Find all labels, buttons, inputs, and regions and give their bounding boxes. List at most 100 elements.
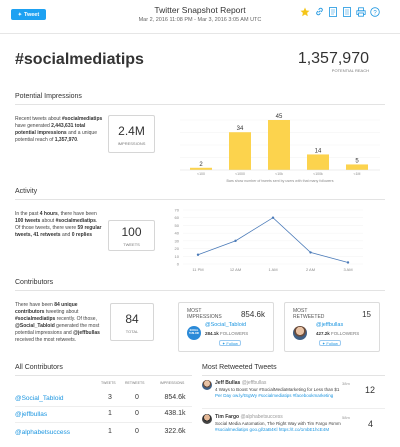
x-tick-label: 3 AM <box>343 267 352 272</box>
text-segment: have generated <box>15 123 52 129</box>
bar <box>190 167 212 170</box>
avatar[interactable] <box>293 326 307 340</box>
link-icon[interactable] <box>314 6 324 17</box>
report-header: ✦ Tweet Twitter Snapshot Report Mar 2, 2… <box>0 0 400 34</box>
retweeted-tweet[interactable]: Tim Fargo @alphabetsuccess 58m Social Me… <box>202 413 382 445</box>
help-icon[interactable]: ? <box>370 6 380 17</box>
contributors-value: 84 <box>125 312 139 326</box>
bar-category-label: <1000 <box>235 172 245 176</box>
x-tick-label: 11 PM <box>192 267 203 272</box>
text-hours: 4 hours <box>39 211 58 217</box>
most-impressions-card: MOST IMPRESSIONS 854.6k SOCIAL TABLOID @… <box>178 302 274 352</box>
data-point <box>196 253 200 256</box>
contributor-retweets: 0 <box>135 428 139 435</box>
tweet-line: 4 Ways to Boost Your #SocialMediaMarketi… <box>215 387 340 392</box>
followers-count: 427.2k <box>316 331 330 336</box>
y-tick-label: 70 <box>175 208 180 213</box>
contributor-impressions: 438.1k <box>164 410 186 417</box>
card-followers: 284.1k FOLLOWERS <box>205 331 248 336</box>
y-tick-label: 0 <box>177 262 180 267</box>
contributors-section-title: Contributors <box>15 279 54 286</box>
contributor-handle[interactable]: @jeffbullas <box>15 411 48 418</box>
tweet-author: Tim Fargo @alphabetsuccess <box>215 414 283 420</box>
tweet-text: Social Media Automation, The Right Way w… <box>215 421 365 433</box>
followers-count: 284.1k <box>205 331 219 336</box>
text-segment: In the past <box>15 211 40 217</box>
twitter-bird-icon: ✦ <box>17 11 22 18</box>
text-segment: received the most retweets. <box>15 337 77 343</box>
most-retweeted-divider <box>202 375 385 376</box>
retweet-count: 12 <box>365 385 376 395</box>
contributors-metric: 84 TOTAL <box>110 303 154 341</box>
activity-description: In the past 4 hours, there have been 100… <box>15 211 103 239</box>
card-followers: 427.2k FOLLOWERS <box>316 331 359 336</box>
text-hashtag: #socialmediatips <box>15 316 56 322</box>
row-divider <box>15 406 192 407</box>
card-label: MOST RETWEETED <box>293 308 333 320</box>
tweets-metric: 100 TWEETS <box>108 220 155 251</box>
retweet-count: 4 <box>368 419 374 429</box>
most-retweeted-card: MOST RETWEETED 15 @jeffbullas 427.2k FOL… <box>284 302 380 352</box>
y-tick-label: 10 <box>175 254 180 259</box>
text-hashtag: #socialmediatips <box>55 218 96 224</box>
y-tick-label: 40 <box>175 231 180 236</box>
column-retweets: RETWEETS <box>125 381 145 385</box>
header-toolbar: ? <box>300 6 380 17</box>
all-contributors-divider <box>15 375 192 376</box>
doc-icon[interactable] <box>342 6 352 17</box>
text-segment: , there have been <box>57 211 97 217</box>
column-impressions: IMPRESSIONS <box>160 381 185 385</box>
star-icon[interactable] <box>300 6 310 17</box>
avatar-text: SOCIAL TABLOID <box>188 330 200 335</box>
impressions-value: 2.4M <box>118 124 145 138</box>
text-segment: . Of those tweets, there were <box>15 218 98 231</box>
follow-button[interactable]: ✦ Follow <box>219 340 241 346</box>
x-tick-label: 2 AM <box>306 267 315 272</box>
activity-section-title: Activity <box>15 188 38 195</box>
contributors-label: TOTAL <box>125 329 139 334</box>
pdf-icon[interactable] <box>328 6 338 17</box>
tweet-line: #socialmediatips goo.gl/2aB4Kl https://t… <box>215 427 330 432</box>
tweet-button[interactable]: ✦ Tweet <box>11 9 46 20</box>
impressions-metric: 2.4M IMPRESSIONS <box>108 115 155 153</box>
contributor-handle[interactable]: @Social_Tabloid <box>15 395 64 402</box>
svg-text:?: ? <box>373 10 377 16</box>
text-segment: recently. Of those, <box>55 316 97 322</box>
text-segment: about <box>40 218 56 224</box>
bar-value-label: 5 <box>355 158 359 164</box>
author-handle: @jeffbullas <box>241 380 267 386</box>
data-point <box>309 251 312 254</box>
activity-divider <box>15 199 385 200</box>
follow-button[interactable]: ✦ Follow <box>319 340 341 346</box>
y-tick-label: 50 <box>175 223 180 228</box>
avatar[interactable]: SOCIAL TABLOID <box>187 326 201 340</box>
row-divider <box>202 408 385 409</box>
contributors-description: There have been 84 unique contributors t… <box>15 302 103 344</box>
avatar[interactable] <box>202 380 212 390</box>
bar-category-label: <1M <box>354 172 361 176</box>
reach-label: POTENTIAL REACH <box>331 68 369 73</box>
avatar[interactable] <box>202 414 212 424</box>
print-icon[interactable] <box>356 6 366 17</box>
follow-label: Follow <box>226 340 238 346</box>
card-handle[interactable]: @jeffbullas <box>316 322 344 328</box>
text-tweets: 100 tweets <box>15 218 41 224</box>
impressions-description: Recent tweets about #socialmediatips hav… <box>15 116 103 144</box>
contributor-handle[interactable]: @alphabetsuccess <box>15 429 71 436</box>
text-replies: 0 replies <box>71 232 93 238</box>
text-count: 2,443,631 total potential impressions <box>15 123 86 136</box>
activity-line-chart: 0 10 20 30 40 50 60 70 11 PM 12 AM 1 AM 2 AM 3 AM <box>175 208 363 272</box>
card-value: 854.6k <box>240 310 265 319</box>
text-top-contributor: @Social_Tabloid <box>15 323 55 329</box>
y-tick-label: 30 <box>175 238 180 243</box>
card-label-text: MOST RETWEETED <box>293 308 325 320</box>
followers-label: FOLLOWERS <box>220 331 249 336</box>
impressions-section-title: Potential Impressions <box>15 93 82 100</box>
retweeted-tweet[interactable]: Jeff Bullas @jeffbullas 38m 4 Ways to Bo… <box>202 379 382 411</box>
chart-caption: Bars show number of tweets sent by users… <box>226 179 333 183</box>
text-segment: and a unique potential reach of <box>15 130 97 143</box>
impressions-divider <box>15 104 385 105</box>
most-retweeted-title: Most Retweeted Tweets <box>202 364 277 371</box>
contributor-tweets: 1 <box>108 428 112 435</box>
card-handle[interactable]: @Social_Tabloid <box>205 322 247 328</box>
